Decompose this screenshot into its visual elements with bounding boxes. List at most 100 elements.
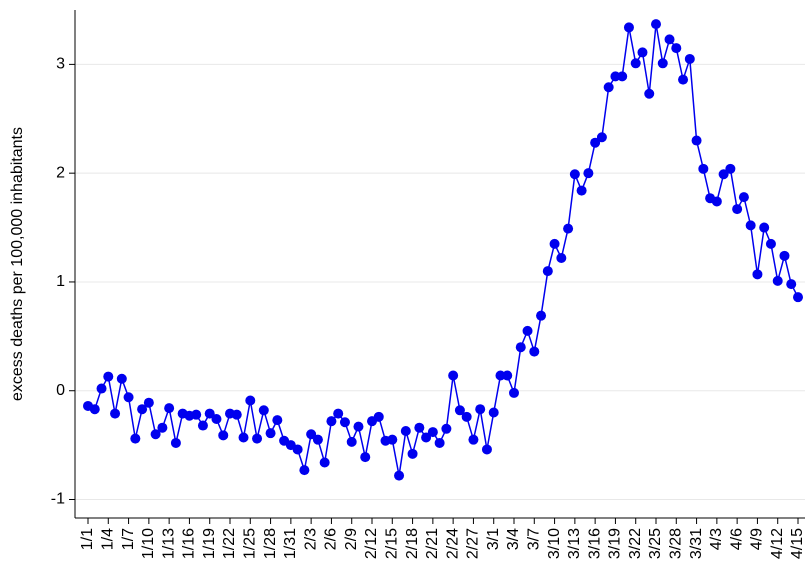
x-tick-label: 4/6 xyxy=(728,528,745,550)
data-point xyxy=(779,250,790,261)
data-point xyxy=(664,34,675,45)
data-point xyxy=(623,22,634,33)
data-point xyxy=(346,436,357,447)
data-point xyxy=(265,428,276,439)
x-tick-label: 3/16 xyxy=(586,528,603,559)
data-point xyxy=(569,169,580,180)
data-point xyxy=(759,222,770,233)
data-point xyxy=(786,279,797,290)
x-tick-label: 1/28 xyxy=(262,528,279,559)
data-point xyxy=(745,220,756,231)
data-point xyxy=(448,370,459,381)
data-point xyxy=(130,433,141,444)
data-point xyxy=(218,430,229,441)
x-tick-label: 1/31 xyxy=(282,528,299,559)
data-point xyxy=(738,192,749,203)
data-point xyxy=(590,137,601,148)
data-point xyxy=(698,163,709,174)
data-point xyxy=(515,342,526,353)
data-point xyxy=(427,427,438,438)
data-point xyxy=(481,444,492,455)
x-tick-label: 3/22 xyxy=(627,528,644,559)
data-point xyxy=(678,74,689,85)
x-tick-label: 3/13 xyxy=(566,528,583,559)
data-point xyxy=(711,196,722,207)
x-tick-label: 2/15 xyxy=(384,528,401,559)
x-tick-label: 2/27 xyxy=(465,528,482,559)
data-point xyxy=(617,71,628,82)
data-point xyxy=(765,238,776,249)
data-point xyxy=(96,383,107,394)
data-point xyxy=(197,420,208,431)
x-tick-label: 3/19 xyxy=(607,528,624,559)
data-point xyxy=(522,325,533,336)
data-point xyxy=(468,434,479,445)
data-point xyxy=(488,407,499,418)
data-point xyxy=(637,47,648,58)
data-point xyxy=(454,405,465,416)
data-point xyxy=(752,269,763,280)
data-point xyxy=(360,452,371,463)
x-tick-label: 2/3 xyxy=(302,528,319,550)
x-tick-label: 3/25 xyxy=(647,528,664,559)
data-point xyxy=(596,132,607,143)
x-tick-label: 1/7 xyxy=(120,528,137,550)
data-point xyxy=(353,421,364,432)
x-tick-label: 2/18 xyxy=(404,528,421,559)
y-tick-label: 2 xyxy=(56,164,65,181)
data-point xyxy=(576,185,587,196)
data-point xyxy=(306,429,317,440)
data-point xyxy=(272,415,283,426)
data-point xyxy=(630,58,641,69)
data-point xyxy=(394,470,405,481)
data-point xyxy=(475,404,486,415)
data-point xyxy=(252,433,263,444)
data-point xyxy=(312,434,323,445)
x-tick-label: 3/31 xyxy=(688,528,705,559)
data-point xyxy=(651,19,661,30)
data-point xyxy=(718,169,729,180)
data-point xyxy=(258,405,269,416)
data-point xyxy=(414,422,425,433)
data-point xyxy=(400,425,411,436)
x-tick-label: 1/16 xyxy=(181,528,198,559)
data-point xyxy=(691,135,702,146)
y-tick-label: 3 xyxy=(56,56,65,73)
data-point xyxy=(732,204,743,215)
data-point xyxy=(191,409,202,420)
y-tick-label: -1 xyxy=(51,491,65,508)
x-tick-label: 3/1 xyxy=(485,528,502,550)
data-point xyxy=(373,411,384,422)
data-point xyxy=(725,163,736,174)
data-point xyxy=(204,408,215,419)
data-line xyxy=(87,24,799,476)
data-point xyxy=(299,465,310,476)
data-point xyxy=(319,457,330,468)
x-tick-label: 2/6 xyxy=(323,528,340,550)
y-axis-title: excess deaths per 100,000 inhabitants xyxy=(9,127,26,401)
data-point xyxy=(603,82,614,93)
data-point xyxy=(123,392,134,403)
data-point xyxy=(502,370,513,381)
data-point xyxy=(143,397,154,408)
y-tick-label: 1 xyxy=(56,273,65,290)
data-point xyxy=(536,310,547,321)
x-tick-label: 1/4 xyxy=(100,528,117,550)
x-tick-label: 1/22 xyxy=(221,528,238,559)
data-point xyxy=(292,444,303,455)
data-point xyxy=(170,437,181,448)
data-point xyxy=(563,223,574,234)
data-point xyxy=(421,432,432,443)
data-point xyxy=(339,417,350,428)
data-point xyxy=(387,434,398,445)
x-tick-label: 4/15 xyxy=(789,528,806,559)
x-tick-label: 3/7 xyxy=(526,528,543,550)
data-point xyxy=(509,387,519,398)
data-point xyxy=(529,346,540,357)
x-tick-label: 2/24 xyxy=(444,528,461,559)
x-tick-label: 3/28 xyxy=(668,528,685,559)
data-point xyxy=(407,448,418,459)
data-point xyxy=(434,437,445,448)
data-point xyxy=(89,404,100,415)
